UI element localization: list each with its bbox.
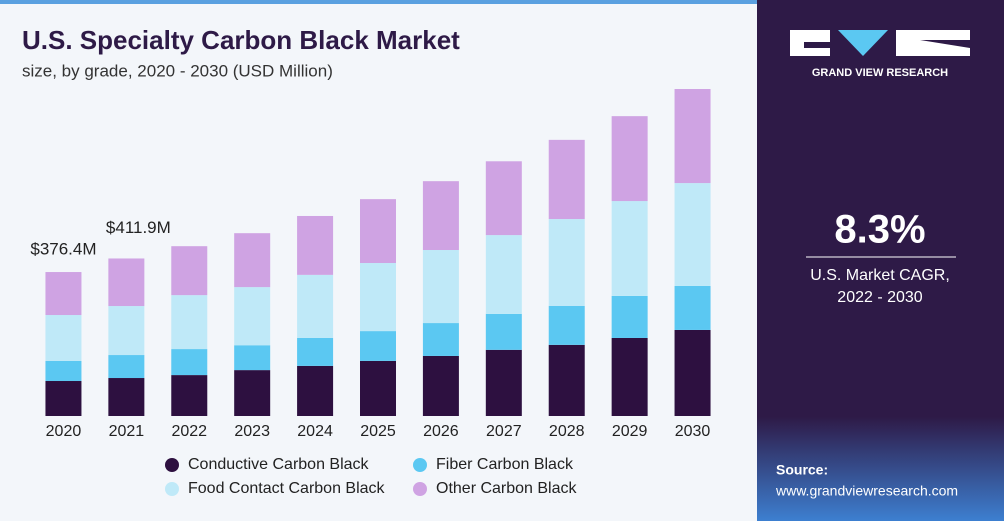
bar-segment <box>360 263 396 332</box>
bar-segment <box>360 331 396 361</box>
bar-segment <box>422 323 459 356</box>
source-url: www.grandviewresearch.com <box>775 483 958 499</box>
bar-segment <box>234 370 271 416</box>
x-tick-label: 2030 <box>675 423 711 440</box>
bar-segment <box>485 313 522 350</box>
bar-segment <box>108 355 145 379</box>
bar-segment <box>171 375 208 416</box>
x-tick-label: 2021 <box>109 423 145 440</box>
bar-segment <box>360 199 396 264</box>
bar-segment <box>108 378 145 416</box>
x-tick-label: 2024 <box>297 423 333 440</box>
bar-segment <box>611 116 648 202</box>
cagr-label: U.S. Market CAGR, <box>810 267 950 284</box>
x-tick-label: 2029 <box>612 423 648 440</box>
legend-label: Other Carbon Black <box>436 480 578 497</box>
source-label: Source: <box>776 462 828 478</box>
bar-segment <box>45 272 82 316</box>
x-tick-label: 2023 <box>234 423 270 440</box>
chart-title: U.S. Specialty Carbon Black Market <box>22 25 460 55</box>
bar-segment <box>611 201 648 296</box>
bar-segment <box>611 295 648 338</box>
legend-label: Food Contact Carbon Black <box>188 480 386 497</box>
bar-segment <box>485 349 522 416</box>
bar-segment <box>360 360 396 416</box>
legend-marker <box>413 458 427 472</box>
bar-segment <box>485 235 522 314</box>
bar-segment <box>297 274 334 338</box>
bar-segment <box>422 250 459 324</box>
bar-segment <box>611 337 648 416</box>
x-tick-label: 2025 <box>360 423 396 440</box>
bar-segment <box>674 329 711 416</box>
legend-marker <box>165 482 179 496</box>
bar-segment <box>45 315 82 362</box>
legend-label: Conductive Carbon Black <box>188 456 370 473</box>
bar-segment <box>674 285 711 330</box>
bar-segment <box>422 181 459 251</box>
top-border <box>0 0 1004 4</box>
bar-segment <box>234 287 271 346</box>
bar-segment <box>548 305 585 345</box>
bar-segment <box>485 161 522 236</box>
x-tick-label: 2026 <box>423 423 459 440</box>
bar-segment <box>108 258 145 307</box>
legend-marker <box>413 482 427 496</box>
legend-marker <box>165 458 179 472</box>
cagr-value: 8.3% <box>834 208 925 252</box>
total-label: $376.4M <box>30 240 96 259</box>
bar-segment <box>674 89 711 184</box>
bar-segment <box>422 355 459 416</box>
logo <box>790 30 970 56</box>
logo-text: GRAND VIEW RESEARCH <box>812 67 948 79</box>
bar-segment <box>171 295 208 350</box>
sidebar <box>757 0 1004 521</box>
bar-segment <box>234 345 271 371</box>
bar-segment <box>45 381 82 416</box>
total-label: $411.9M <box>106 218 171 237</box>
bar-segment <box>171 349 208 376</box>
bar-segment <box>171 246 208 296</box>
bar-segment <box>674 183 711 286</box>
x-tick-label: 2020 <box>46 423 82 440</box>
bar-segment <box>548 139 585 220</box>
legend-label: Fiber Carbon Black <box>436 456 574 473</box>
bar-segment <box>297 337 334 366</box>
bar-segment <box>45 361 82 382</box>
chart-subtitle: size, by grade, 2020 - 2030 (USD Million… <box>22 61 333 80</box>
x-tick-label: 2027 <box>486 423 522 440</box>
bar-segment <box>108 306 145 356</box>
cagr-period: 2022 - 2030 <box>837 289 923 306</box>
bar-segment <box>297 215 334 275</box>
bar-segment <box>297 365 334 416</box>
bar-segment <box>548 344 585 416</box>
bar-segment <box>548 219 585 306</box>
bar-segment <box>234 233 271 288</box>
x-tick-label: 2028 <box>549 423 585 440</box>
x-tick-label: 2022 <box>171 423 207 440</box>
